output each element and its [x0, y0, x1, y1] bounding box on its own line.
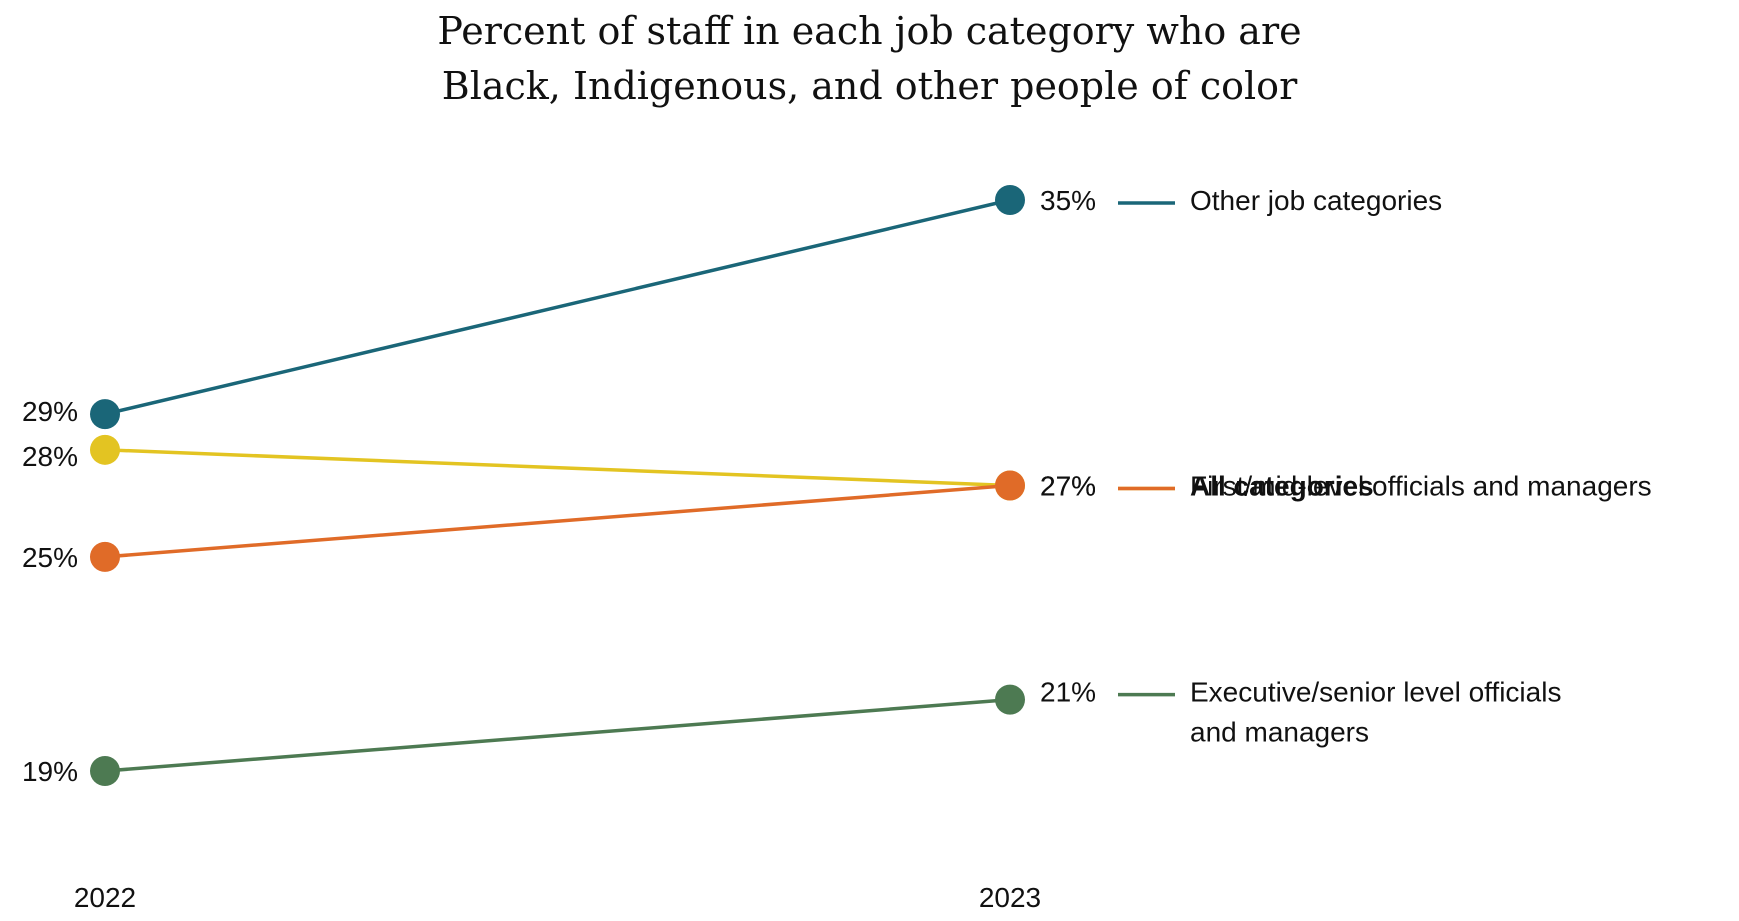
chart-title: Percent of staff in each job category wh…	[0, 0, 1739, 114]
data-point	[90, 434, 120, 465]
data-point	[995, 185, 1025, 215]
data-point	[90, 756, 120, 786]
legend-label: Executive/senior level officials	[1190, 677, 1561, 708]
value-label-2023: 27%	[1040, 471, 1096, 502]
series-line	[104, 198, 1011, 416]
series-line	[104, 448, 1011, 488]
x-axis: 2022 2023	[74, 882, 1041, 913]
value-label-2023: 21%	[1040, 677, 1096, 708]
data-point	[995, 470, 1025, 501]
value-label-2022: 25%	[22, 542, 78, 573]
series-line	[104, 483, 1011, 559]
value-label-2023: 35%	[1040, 185, 1096, 216]
value-label-2022: 29%	[22, 396, 78, 427]
x-tick-label: 2023	[979, 882, 1041, 913]
series-line	[104, 697, 1011, 773]
data-point	[90, 399, 120, 430]
legend-label: All categories	[1190, 471, 1374, 502]
value-label-2022: 19%	[22, 756, 78, 787]
x-tick-label: 2022	[74, 882, 136, 913]
series-legend: Other job categories First/mid-level offi…	[1118, 185, 1652, 748]
series-points	[90, 185, 1025, 786]
series-lines	[104, 198, 1011, 773]
legend-label: First/mid-level officials and managers	[1190, 471, 1652, 502]
value-label-2022: 28%	[22, 441, 78, 472]
data-point	[90, 541, 120, 572]
value-label-2023: 27%	[1040, 471, 1096, 502]
chart-title-line-2: Black, Indigenous, and other people of c…	[441, 64, 1298, 108]
chart-title-line-1: Percent of staff in each job category wh…	[437, 9, 1302, 53]
legend-label: and managers	[1190, 717, 1369, 748]
data-point	[995, 684, 1025, 715]
legend-label: Other job categories	[1190, 185, 1442, 216]
value-labels: 29%35%28%27%25%27%19%21%	[22, 185, 1096, 787]
